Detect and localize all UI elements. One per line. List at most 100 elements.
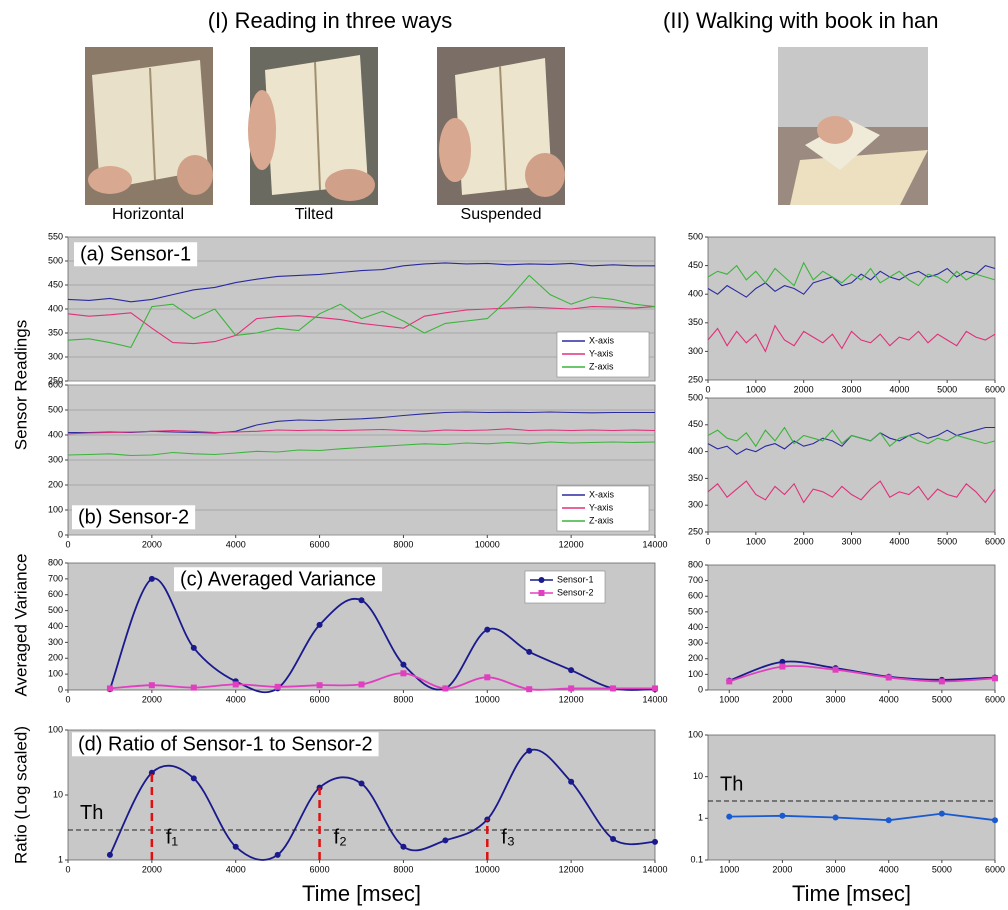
point — [726, 678, 732, 684]
plot-area — [708, 398, 995, 532]
y-tick-label: 500 — [48, 404, 63, 414]
y-tick-label: 400 — [48, 621, 63, 631]
y-tick-label: 300 — [48, 637, 63, 647]
point — [191, 685, 197, 691]
legend-label: Sensor-1 — [557, 574, 594, 584]
y-tick-label: 400 — [688, 446, 703, 456]
section-title: (II) Walking with book in han — [663, 8, 939, 33]
y-tick-label: 250 — [688, 374, 703, 384]
x-tick-label: 1000 — [719, 864, 739, 874]
point — [726, 814, 732, 820]
x-tick-label: 5000 — [932, 864, 952, 874]
y-tick-label: 300 — [48, 351, 63, 361]
x-tick-label: 1000 — [746, 384, 766, 394]
x-tick-label: 3000 — [826, 694, 846, 704]
point — [107, 852, 113, 858]
y-tick-label: 1 — [58, 854, 63, 864]
x-tick-label: 2000 — [772, 694, 792, 704]
y-tick-label: 200 — [48, 653, 63, 663]
marker-label: f₁ — [166, 826, 179, 848]
point — [779, 813, 785, 819]
point — [833, 667, 839, 673]
x-tick-label: 4000 — [889, 536, 909, 546]
point — [568, 779, 574, 785]
point — [442, 837, 448, 843]
x-tick-label: 6000 — [310, 694, 330, 704]
x-tick-label: 2000 — [142, 694, 162, 704]
point — [359, 681, 365, 687]
point — [317, 682, 323, 688]
point — [992, 817, 998, 823]
y-axis-label: Sensor Readings — [11, 320, 30, 450]
y-tick-label: 400 — [48, 429, 63, 439]
point — [526, 748, 532, 754]
y-tick-label: 10 — [53, 789, 63, 799]
marker-label: f₂ — [334, 826, 347, 848]
y-tick-label: 450 — [688, 419, 703, 429]
x-tick-label: 6000 — [985, 384, 1005, 394]
x-tick-label: 14000 — [642, 694, 667, 704]
x-tick-label: 4000 — [226, 694, 246, 704]
x-tick-label: 6000 — [985, 864, 1005, 874]
photo — [778, 47, 928, 205]
point — [317, 622, 323, 628]
y-tick-label: 700 — [688, 575, 703, 585]
y-tick-label: 300 — [688, 500, 703, 510]
point — [359, 597, 365, 603]
y-tick-label: 800 — [48, 557, 63, 567]
x-tick-label: 3000 — [841, 384, 861, 394]
x-tick-label: 12000 — [559, 539, 584, 549]
y-tick-label: 100 — [48, 669, 63, 679]
y-tick-label: 100 — [48, 504, 63, 514]
x-tick-label: 8000 — [393, 694, 413, 704]
point — [779, 664, 785, 670]
point — [610, 836, 616, 842]
x-tick-label: 5000 — [937, 384, 957, 394]
photo-caption: Tilted — [295, 206, 334, 223]
x-tick-label: 2000 — [142, 539, 162, 549]
y-tick-label: 1 — [698, 813, 703, 823]
point — [939, 678, 945, 684]
x-tick-label: 10000 — [475, 694, 500, 704]
point — [652, 685, 658, 691]
y-tick-label: 600 — [48, 589, 63, 599]
y-tick-label: 500 — [688, 392, 703, 402]
plot-area — [708, 735, 995, 860]
x-tick-label: 1000 — [719, 694, 739, 704]
y-tick-label: 600 — [688, 591, 703, 601]
x-tick-label: 8000 — [393, 539, 413, 549]
x-tick-label: 0 — [65, 539, 70, 549]
x-tick-label: 2000 — [772, 864, 792, 874]
x-tick-label: 8000 — [393, 864, 413, 874]
y-tick-label: 300 — [688, 638, 703, 648]
x-axis-label: Time [msec] — [302, 881, 421, 906]
threshold-label: Th — [80, 802, 103, 824]
x-tick-label: 14000 — [642, 539, 667, 549]
point — [400, 844, 406, 850]
photo — [85, 47, 213, 205]
y-tick-label: 0 — [58, 529, 63, 539]
y-tick-label: 100 — [688, 729, 703, 739]
photo-caption: Horizontal — [112, 206, 184, 223]
x-tick-label: 14000 — [642, 864, 667, 874]
point — [833, 814, 839, 820]
point — [610, 685, 616, 691]
point — [442, 685, 448, 691]
point — [233, 681, 239, 687]
chart: 0100200300400500600700800020004000600080… — [48, 557, 668, 704]
photo-caption: Suspended — [461, 206, 542, 223]
chart-title: (d) Ratio of Sensor-1 to Sensor-2 — [78, 733, 373, 755]
x-tick-label: 4000 — [226, 539, 246, 549]
point — [107, 685, 113, 691]
point — [484, 674, 490, 680]
y-tick-label: 350 — [688, 473, 703, 483]
y-tick-label: 500 — [48, 605, 63, 615]
x-tick-label: 2000 — [142, 864, 162, 874]
y-tick-label: 400 — [688, 622, 703, 632]
chart-title: (a) Sensor-1 — [80, 243, 191, 265]
point — [526, 686, 532, 692]
point — [359, 781, 365, 787]
y-tick-label: 550 — [48, 231, 63, 241]
chart: 2503003504004505000100020003000400050006… — [688, 231, 1005, 394]
y-tick-label: 450 — [688, 260, 703, 270]
